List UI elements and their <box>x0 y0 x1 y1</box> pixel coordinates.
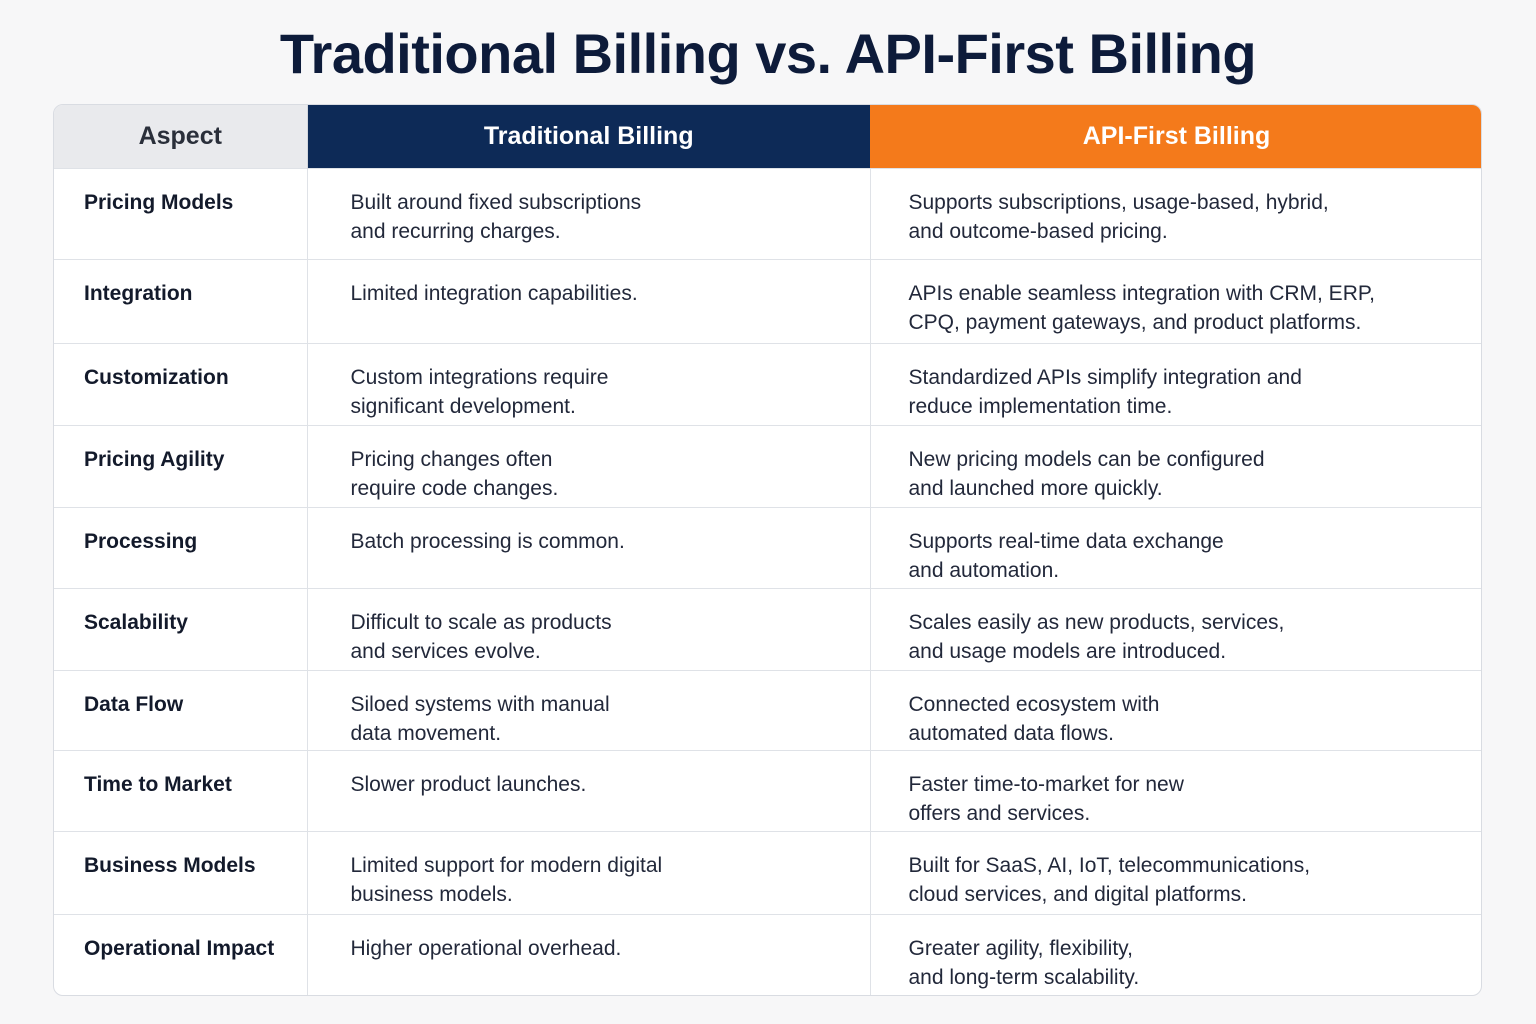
traditional-cell: Siloed systems with manual data movement. <box>307 669 871 750</box>
cell-line: Difficult to scale as products <box>350 610 612 634</box>
traditional-cell: Higher operational overhead. <box>307 913 871 995</box>
cell-line: and services evolve. <box>350 639 541 663</box>
header-traditional-billing: Traditional Billing <box>307 105 870 168</box>
table-row: Time to Market Slower product launches. … <box>54 749 1481 831</box>
cell-line: and recurring charges. <box>350 219 561 243</box>
cell-line: data movement. <box>350 721 502 745</box>
traditional-cell: Built around fixed subscriptions and recu… <box>307 167 871 259</box>
aspect-cell: Business Models <box>54 830 308 914</box>
page-title: Traditional Billing vs. API-First Billin… <box>279 22 1257 85</box>
table-row: Data Flow Siloed systems with manual data… <box>54 669 1481 750</box>
table-body: Pricing Models Built around fixed subscr… <box>54 167 1481 995</box>
cell-line: Siloed systems with manual <box>350 692 610 716</box>
api-first-cell: Greater agility, flexibility, and long-te… <box>870 913 1481 995</box>
aspect-cell: Time to Market <box>54 749 308 831</box>
aspect-cell: Processing <box>54 506 308 588</box>
cell-line: business models. <box>350 882 513 906</box>
api-first-cell: New pricing models can be configured and … <box>870 424 1481 507</box>
cell-line: Scales easily as new products, services, <box>908 610 1285 634</box>
aspect-cell: Data Flow <box>54 669 308 750</box>
api-first-cell: APIs enable seamless integration with CR… <box>870 258 1481 343</box>
traditional-cell: Slower product launches. <box>307 749 871 831</box>
cell-line: Standardized APIs simplify integration a… <box>908 365 1302 389</box>
api-first-cell: Connected ecosystem with automated data f… <box>870 669 1481 750</box>
aspect-cell: Pricing Models <box>54 167 308 259</box>
api-first-cell: Built for SaaS, AI, IoT, telecommunicati… <box>870 830 1481 914</box>
cell-line: and long-term scalability. <box>908 965 1140 989</box>
table-row: Business Models Limited support for mode… <box>54 830 1481 914</box>
cell-line: New pricing models can be configured <box>908 447 1265 471</box>
cell-line: Built around fixed subscriptions <box>350 190 642 214</box>
header-aspect: Aspect <box>54 105 308 168</box>
traditional-cell: Pricing changes often require code change… <box>307 424 871 507</box>
cell-line: CPQ, payment gateways, and product platf… <box>908 310 1362 334</box>
cell-line: Higher operational overhead. <box>350 936 622 960</box>
table-row: Operational Impact Higher operational ov… <box>54 913 1481 995</box>
cell-line: Batch processing is common. <box>350 529 625 553</box>
api-first-cell: Supports real-time data exchange and auto… <box>870 506 1481 588</box>
cell-line: require code changes. <box>350 476 559 500</box>
cell-line: and automation. <box>908 558 1060 582</box>
cell-line: Built for SaaS, AI, IoT, telecommunicati… <box>908 853 1311 877</box>
table-row: Scalability Difficult to scale as produc… <box>54 587 1481 670</box>
cell-line: Limited integration capabilities. <box>350 281 638 305</box>
header-api-first-billing: API-First Billing <box>870 105 1481 168</box>
cell-line: reduce implementation time. <box>908 394 1173 418</box>
comparison-table-card: Aspect Traditional Billing API-First Bil… <box>53 104 1482 996</box>
api-first-cell: Supports subscriptions, usage-based, hyb… <box>870 167 1481 259</box>
api-first-cell: Scales easily as new products, services,… <box>870 587 1481 670</box>
cell-line: Pricing changes often <box>350 447 553 471</box>
cell-line: Supports real-time data exchange <box>908 529 1224 553</box>
cell-line: Supports subscriptions, usage-based, hyb… <box>908 190 1329 214</box>
aspect-cell: Customization <box>54 342 308 425</box>
traditional-cell: Batch processing is common. <box>307 506 871 588</box>
cell-line: cloud services, and digital platforms. <box>908 882 1248 906</box>
cell-line: and usage models are introduced. <box>908 639 1227 663</box>
cell-line: Slower product launches. <box>350 772 587 796</box>
cell-line: APIs enable seamless integration with CR… <box>908 281 1376 305</box>
cell-line: Faster time-to-market for new <box>908 772 1184 796</box>
table-row: Integration Limited integration capabili… <box>54 258 1481 343</box>
comparison-table: Aspect Traditional Billing API-First Bil… <box>54 105 1481 995</box>
table-header-row: Aspect Traditional Billing API-First Bil… <box>54 105 1481 168</box>
aspect-cell: Integration <box>54 258 308 343</box>
aspect-cell: Operational Impact <box>54 913 308 995</box>
traditional-cell: Difficult to scale as products and servic… <box>307 587 871 670</box>
cell-line: Connected ecosystem with <box>908 692 1160 716</box>
cell-line: and outcome-based pricing. <box>908 219 1168 243</box>
table-row: Pricing Models Built around fixed subscr… <box>54 167 1481 259</box>
cell-line: Limited support for modern digital <box>350 853 663 877</box>
cell-line: Greater agility, flexibility, <box>908 936 1133 960</box>
cell-line: automated data flows. <box>908 721 1114 745</box>
cell-line: offers and services. <box>908 801 1091 825</box>
table-row: Customization Custom integrations requir… <box>54 342 1481 425</box>
traditional-cell: Limited support for modern digital busine… <box>307 830 871 914</box>
table-row: Processing Batch processing is common. S… <box>54 506 1481 588</box>
aspect-cell: Scalability <box>54 587 308 670</box>
cell-line: Custom integrations require <box>350 365 609 389</box>
api-first-cell: Faster time-to-market for new offers and … <box>870 749 1481 831</box>
traditional-cell: Custom integrations require significant d… <box>307 342 871 425</box>
aspect-cell: Pricing Agility <box>54 424 308 507</box>
api-first-cell: Standardized APIs simplify integration a… <box>870 342 1481 425</box>
cell-line: and launched more quickly. <box>908 476 1163 500</box>
traditional-cell: Limited integration capabilities. <box>307 258 871 343</box>
table-row: Pricing Agility Pricing changes often req… <box>54 424 1481 507</box>
cell-line: significant development. <box>350 394 576 418</box>
